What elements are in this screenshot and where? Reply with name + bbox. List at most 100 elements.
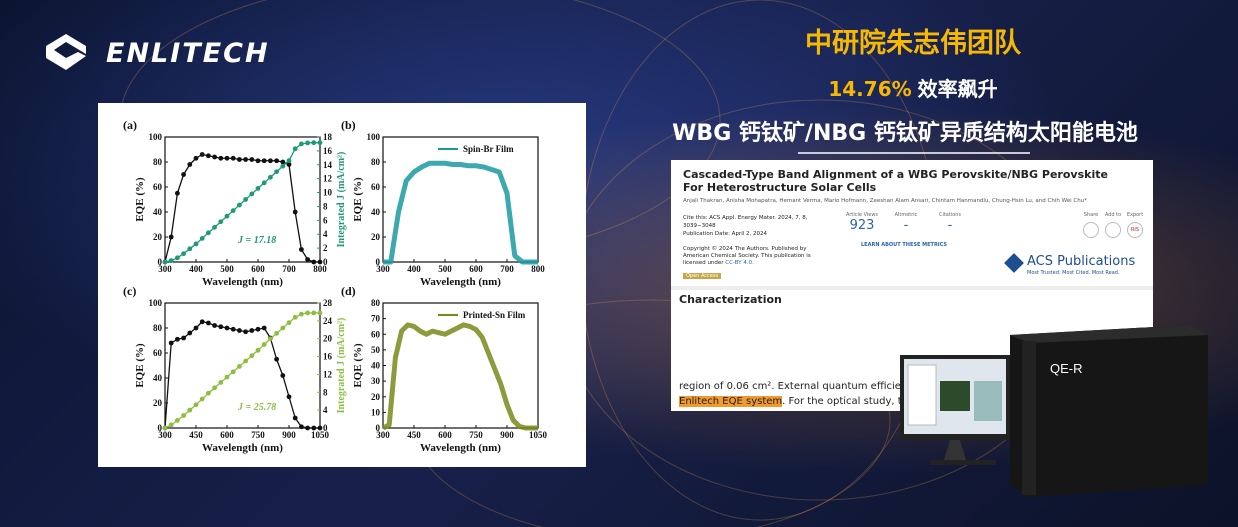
data-point (268, 336, 273, 342)
headline-efficiency: 14.76% 效率飙升 (828, 77, 997, 101)
data-point (237, 202, 242, 208)
metric-value: - (947, 218, 953, 233)
y-tick-label: 30 (371, 376, 381, 386)
data-point (286, 162, 292, 167)
y-tick-label: 20 (371, 232, 381, 242)
y-axis-label: EQE (%) (352, 177, 364, 222)
data-point (292, 415, 298, 421)
data-point (206, 390, 211, 396)
y2-tick-label: 10 (323, 188, 333, 198)
action-label: Add to (1104, 212, 1122, 218)
data-point (243, 329, 249, 335)
y-tick-label: 80 (371, 298, 381, 308)
data-point (212, 323, 218, 328)
action-button[interactable]: RIS (1127, 222, 1143, 238)
paper-cite: Cite this: ACS Appl. Energy Mater. 2024,… (683, 215, 808, 229)
metric-label: Citations (938, 212, 962, 218)
action-label: Export (1126, 212, 1144, 218)
paper-copyright: Copyright © 2024 The Authors. Published … (683, 246, 833, 267)
y2-tick-label: 6 (323, 215, 328, 225)
x-tick-label: 900 (500, 430, 514, 440)
x-tick-label: 800 (313, 264, 327, 274)
action-button[interactable] (1105, 222, 1121, 238)
data-point (274, 330, 279, 336)
data-point (212, 224, 218, 230)
data-point (218, 324, 224, 330)
x-tick-label: 450 (407, 430, 421, 440)
section-title: Characterization (679, 293, 782, 306)
monitor-stand (944, 440, 966, 460)
data-point (299, 247, 304, 252)
data-point (224, 374, 230, 380)
x-tick-label: 750 (469, 430, 483, 440)
data-point (268, 158, 273, 164)
data-point (255, 326, 261, 332)
metric-value: 923 (849, 218, 875, 233)
data-point (212, 385, 218, 391)
data-point (193, 241, 199, 247)
data-point (261, 158, 267, 164)
data-point (230, 369, 236, 375)
action-button[interactable] (1083, 222, 1099, 238)
screen-panel (974, 381, 1002, 421)
x-axis-label: Wavelength (nm) (202, 276, 283, 288)
y2-tick-label: 12 (323, 369, 333, 379)
excerpt-text: region of 0.06 cm². External quantum eff… (679, 381, 919, 392)
series-line (383, 160, 538, 265)
data-point (255, 347, 261, 353)
data-point (286, 320, 292, 326)
y-tick-label: 60 (153, 348, 163, 358)
y-tick-label: 0 (158, 257, 163, 267)
data-point (249, 328, 255, 333)
cube-edge (1022, 341, 1036, 495)
cube-top (1010, 325, 1208, 343)
data-point (218, 155, 224, 161)
excerpt-highlight: Enlitech EQE system (679, 396, 783, 407)
x-tick-label: 300 (376, 430, 390, 440)
metric-value: - (903, 218, 909, 233)
data-point (237, 363, 242, 369)
panel-label: (b) (341, 118, 356, 132)
data-point (193, 155, 199, 161)
data-point (280, 373, 286, 378)
x-tick-label: 450 (189, 430, 203, 440)
efficiency-value: 14.76% (828, 77, 911, 101)
x-tick-label: 300 (158, 264, 172, 274)
data-point (230, 208, 236, 214)
x-tick-label: 500 (220, 264, 234, 274)
metric: Article Views 923 (841, 212, 883, 233)
x-axis-label: Wavelength (nm) (420, 442, 501, 454)
paper-date: Publication Date: April 2, 2024 (683, 231, 767, 237)
y2-tick-label: 18 (323, 132, 333, 142)
data-point (199, 235, 205, 241)
y-tick-label: 20 (153, 232, 163, 242)
y2-tick-label: 4 (323, 405, 328, 415)
data-point (292, 146, 298, 152)
data-point (230, 326, 236, 332)
data-point (181, 335, 187, 341)
data-point (274, 356, 279, 362)
data-point (237, 328, 242, 333)
y2-tick-label: 4 (323, 229, 328, 239)
data-point (224, 213, 230, 219)
data-point (311, 310, 317, 316)
x-tick-label: 600 (220, 430, 234, 440)
headline-team: 中研院朱志伟团队 (805, 27, 1022, 59)
acs-logo (1004, 253, 1024, 273)
data-point (187, 162, 193, 167)
data-point (218, 380, 224, 385)
metrics-link[interactable]: LEARN ABOUT THESE METRICS (861, 242, 948, 248)
license[interactable]: CC-BY 4.0. (725, 260, 754, 266)
copyright-text: Copyright © 2024 The Authors. Published … (683, 246, 811, 266)
data-point (206, 320, 211, 326)
data-point (261, 342, 267, 347)
panel-label: (d) (341, 284, 356, 298)
y-tick-label: 40 (153, 207, 163, 217)
x-tick-label: 800 (531, 264, 545, 274)
data-point (292, 209, 298, 215)
panel-label: (a) (123, 118, 137, 132)
data-point (274, 158, 279, 164)
actions: Share Add to Export RIS (1081, 212, 1147, 244)
x-tick-label: 750 (251, 430, 265, 440)
